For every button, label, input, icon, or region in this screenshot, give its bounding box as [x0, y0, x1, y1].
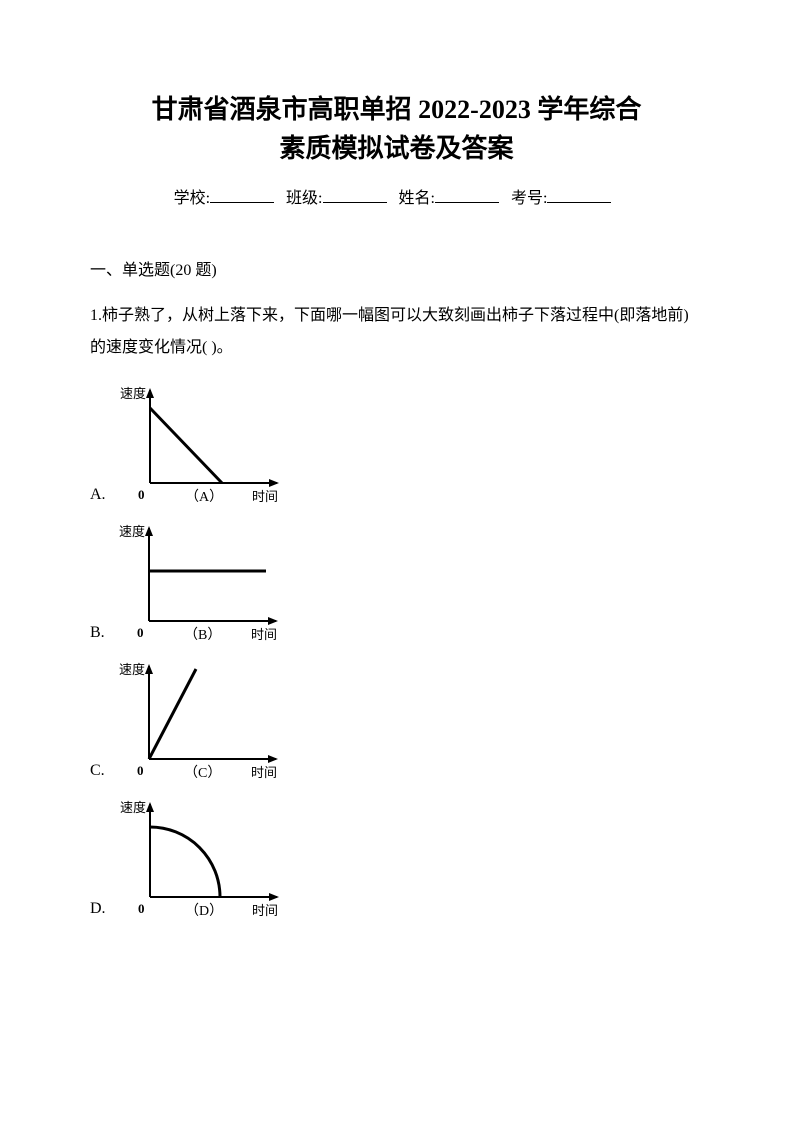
- option-a-letter: A.: [90, 486, 106, 508]
- option-a-row: A. 速度 0 （A） 时间: [90, 378, 703, 508]
- title-line-1: 甘肃省酒泉市高职单招 2022-2023 学年综合: [90, 90, 703, 129]
- title-block: 甘肃省酒泉市高职单招 2022-2023 学年综合 素质模拟试卷及答案: [90, 90, 703, 168]
- school-blank[interactable]: [210, 187, 274, 203]
- speed-time-graph-a: 速度 0 （A） 时间: [112, 378, 302, 508]
- title-line-2: 素质模拟试卷及答案: [90, 129, 703, 168]
- svg-text:时间: 时间: [251, 627, 277, 642]
- option-d-row: D. 速度 0 （D） 时间: [90, 792, 703, 922]
- svg-text:时间: 时间: [251, 765, 277, 780]
- section-heading: 一、单选题(20 题): [90, 256, 703, 280]
- option-c-row: C. 速度 0 （C） 时间: [90, 654, 703, 784]
- svg-text:速度: 速度: [119, 524, 145, 539]
- name-label: 姓名:: [399, 190, 435, 207]
- svg-text:速度: 速度: [119, 662, 145, 677]
- graph-d: 速度 0 （D） 时间: [112, 792, 302, 922]
- svg-text:（C）: （C）: [184, 765, 221, 781]
- class-label: 班级:: [286, 190, 322, 207]
- speed-time-graph-b: 速度 0 （B） 时间: [111, 516, 301, 646]
- option-b-letter: B.: [90, 624, 105, 646]
- svg-text:时间: 时间: [252, 903, 278, 918]
- svg-text:（D）: （D）: [185, 903, 223, 919]
- name-blank[interactable]: [435, 187, 499, 203]
- svg-text:速度: 速度: [120, 386, 146, 401]
- svg-text:0: 0: [137, 625, 144, 640]
- svg-text:（A）: （A）: [185, 489, 223, 505]
- svg-text:0: 0: [138, 901, 145, 916]
- svg-text:（B）: （B）: [184, 627, 221, 643]
- option-b-row: B. 速度 0 （B） 时间: [90, 516, 703, 646]
- svg-text:速度: 速度: [120, 800, 146, 815]
- graph-c: 速度 0 （C） 时间: [111, 654, 301, 784]
- graph-a: 速度 0 （A） 时间: [112, 378, 302, 508]
- speed-time-graph-d: 速度 0 （D） 时间: [112, 792, 302, 922]
- class-blank[interactable]: [323, 187, 387, 203]
- svg-text:时间: 时间: [252, 489, 278, 504]
- school-label: 学校:: [174, 190, 210, 207]
- form-line: 学校: 班级: 姓名: 考号:: [90, 184, 703, 208]
- option-d-letter: D.: [90, 900, 106, 922]
- svg-text:0: 0: [138, 487, 145, 502]
- examno-label: 考号:: [511, 190, 547, 207]
- svg-text:0: 0: [137, 763, 144, 778]
- examno-blank[interactable]: [547, 187, 611, 203]
- question-1-text: 1.柿子熟了，从树上落下来，下面哪一幅图可以大致刻画出柿子下落过程中(即落地前)…: [90, 300, 703, 364]
- graph-b: 速度 0 （B） 时间: [111, 516, 301, 646]
- speed-time-graph-c: 速度 0 （C） 时间: [111, 654, 301, 784]
- option-c-letter: C.: [90, 762, 105, 784]
